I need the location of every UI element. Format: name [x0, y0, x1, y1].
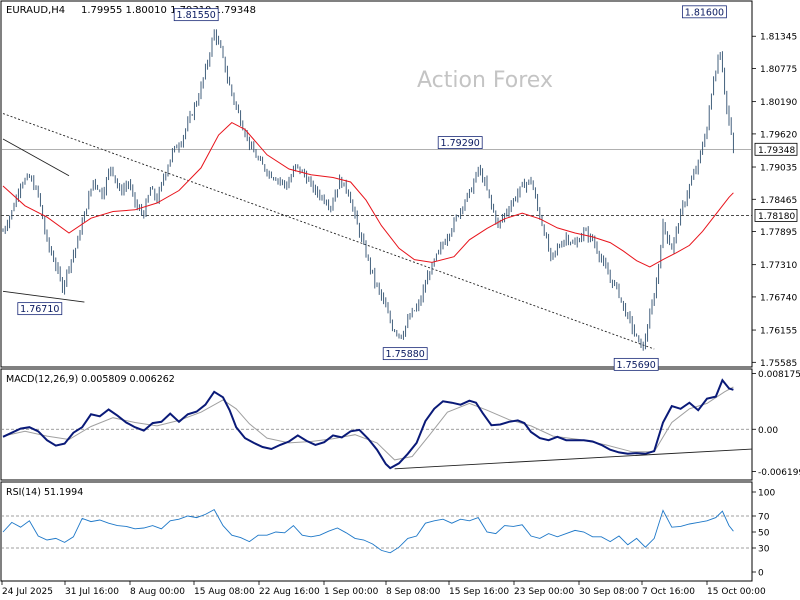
swing-label: 1.79290 [437, 136, 483, 149]
macd-signal-line [2, 386, 734, 461]
rsi-indicator [1, 508, 752, 554]
symbol-label: EURAUD,H4 [6, 5, 65, 16]
trendline-2 [2, 138, 70, 177]
rsi-panel-frame [0, 481, 753, 582]
macd-trendline [394, 448, 753, 470]
price-axis: 1.81345 1.80775 1.80190 1.79620 1.79035 1.784… [752, 33, 797, 369]
price-axis-label: 1.77310 [760, 261, 797, 271]
rsi-line [2, 508, 734, 554]
swing-label-text: 1.79290 [441, 138, 480, 149]
price-axis-label: 1.81345 [760, 33, 797, 43]
rsi-axis-label: 0 [758, 569, 764, 579]
price-axis-label: 1.80190 [760, 98, 797, 108]
time-axis-label: 31 Jul 16:00 [65, 587, 119, 597]
trendline-3 [2, 290, 85, 303]
rsi-axis: 100 70 50 30 0 [752, 489, 775, 579]
moving-average-line [2, 121, 734, 268]
swing-label-text: 1.81550 [177, 10, 216, 21]
swing-label-box [17, 302, 63, 316]
time-axis-label: 24 Jul 2025 [2, 587, 53, 597]
price-axis-label: 1.77895 [760, 228, 797, 238]
price-reference-lines [1, 148, 752, 216]
time-axis-label: 1 Sep 00:00 [324, 587, 379, 597]
swing-label: 1.76710 [17, 302, 63, 316]
macd-axis-label: -0.006199 [758, 468, 800, 478]
time-axis-label: 23 Sep 00:00 [514, 587, 574, 597]
price-trendlines [2, 113, 655, 350]
price-axis-label: 1.76740 [760, 293, 797, 303]
price-panel-frame [0, 0, 753, 368]
swing-label-box [382, 347, 428, 361]
time-axis-label: 8 Aug 00:00 [130, 587, 185, 597]
swing-label: 1.81600 [682, 5, 727, 19]
time-axis-label: 22 Aug 16:00 [259, 587, 320, 597]
time-axis-label: 8 Sep 08:00 [386, 587, 441, 597]
macd-main-line [2, 378, 734, 470]
swing-label-text: 1.75690 [617, 360, 656, 371]
swing-labels: 1.76710 1.81550 1.75880 1.79290 1.75690 1.816… [17, 5, 727, 371]
watermark: Action Forex [417, 68, 553, 93]
rsi-title: RSI(14) 51.1994 [6, 487, 83, 498]
time-axis: 24 Jul 2025 31 Jul 16:00 8 Aug 00:00 15 Aug… [1, 581, 766, 597]
rsi-axis-label: 50 [758, 529, 770, 539]
rsi-axis-label: 30 [758, 545, 770, 555]
price-axis-label: 1.76155 [760, 327, 797, 337]
macd-axis-label: 0.008175 [758, 370, 800, 380]
swing-label-box [682, 5, 727, 19]
price-axis-label: 1.78465 [760, 196, 797, 206]
time-axis-label: 30 Sep 08:00 [579, 587, 639, 597]
symbol-header: EURAUD,H4 1.79955 1.80010 1.79310 1.7934… [6, 5, 256, 16]
swing-label: 1.75690 [613, 357, 659, 371]
swing-label-box [613, 357, 659, 371]
rsi-axis-label: 70 [758, 513, 770, 523]
swing-label: 1.81550 [173, 8, 219, 22]
macd-axis: 0.008175 0.00 -0.006199 [752, 370, 800, 478]
macd-title: MACD(12,26,9) 0.005809 0.006262 [6, 374, 175, 385]
time-axis-label: 15 Sep 16:00 [449, 587, 509, 597]
price-axis-label: 1.79620 [760, 130, 797, 140]
macd-axis-label: 0.00 [758, 426, 778, 436]
trendline-1 [2, 113, 655, 350]
reference-level-tag-box [754, 209, 798, 222]
price-axis-label: 1.79035 [760, 164, 797, 174]
current-price-tag-box [754, 142, 798, 156]
rsi-axis-label: 100 [758, 489, 775, 499]
current-price-tag: 1.79348 [758, 146, 795, 156]
swing-label-text: 1.75880 [386, 349, 425, 360]
swing-label-text: 1.81600 [685, 7, 724, 18]
price-axis-label: 1.80775 [760, 65, 797, 75]
price-axis-label: 1.75585 [760, 359, 797, 369]
macd-indicator [1, 378, 753, 470]
moving-average [2, 121, 734, 268]
reference-level-tag: 1.78180 [758, 212, 795, 222]
swing-label: 1.75880 [382, 347, 428, 361]
macd-panel-frame [0, 368, 753, 481]
ohlc-readout: 1.79955 1.80010 1.79310 1.79348 [81, 5, 256, 16]
swing-label-box [173, 8, 219, 22]
time-axis-label: 15 Aug 08:00 [194, 587, 255, 597]
time-axis-label: 7 Oct 16:00 [642, 587, 695, 597]
swing-label-text: 1.76710 [20, 304, 59, 315]
time-axis-label: 15 Oct 00:00 [707, 587, 766, 597]
swing-label-box [437, 136, 483, 149]
